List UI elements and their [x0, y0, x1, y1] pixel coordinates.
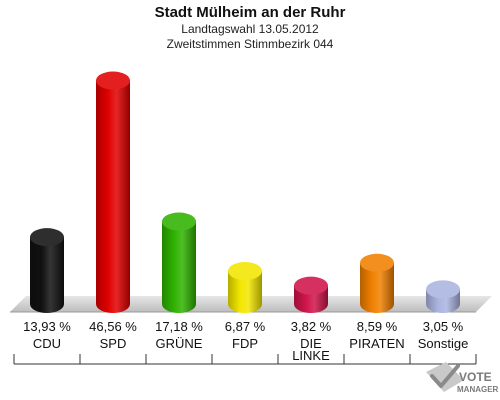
bar-top-die-linke	[294, 276, 328, 295]
value-labels-group: 13,93 % 46,56 % 17,18 % 6,87 % 3,82 % 8,59 % 3…	[23, 319, 464, 334]
chart-subtitle-2: Zweitstimmen Stimmbezirk 044	[167, 37, 334, 51]
bar-die-linke	[294, 276, 328, 313]
bar-top-sonstige	[426, 280, 460, 299]
bar-sonstige	[426, 280, 460, 313]
bar-body-cdu	[30, 237, 64, 313]
bars-group	[30, 71, 460, 314]
category-label-cdu: CDU	[33, 336, 61, 351]
bar-spd	[96, 71, 130, 314]
bar-body-fdp	[228, 271, 262, 313]
category-label-line: GRÜNE	[156, 336, 203, 351]
category-label-line: FDP	[232, 336, 258, 351]
category-label-sonstige: Sonstige	[418, 336, 469, 351]
bar-top-gr-ne	[162, 212, 196, 231]
value-label-fdp: 6,87 %	[225, 319, 266, 334]
value-label-cdu: 13,93 %	[23, 319, 71, 334]
bar-body-spd	[96, 80, 130, 314]
logo-line1: VOTE	[459, 370, 492, 384]
value-label-piraten: 8,59 %	[357, 319, 398, 334]
bar-gr-ne	[162, 212, 196, 313]
category-label-line: Sonstige	[418, 336, 469, 351]
category-label-die-linke: DIE LINKE	[292, 336, 330, 363]
bar-top-cdu	[30, 228, 64, 247]
logo-line2: MANAGER	[457, 385, 499, 394]
bar-top-fdp	[228, 262, 262, 281]
category-label-line: SPD	[100, 336, 127, 351]
category-label-line: PIRATEN	[349, 336, 404, 351]
category-label-line: DIE	[300, 336, 322, 351]
bar-body-gr-ne	[162, 221, 196, 313]
category-label-piraten: PIRATEN	[349, 336, 404, 351]
bar-top-spd	[96, 71, 130, 90]
category-labels-group: CDU SPD GRÜNE FDP DIE LINKE PIRATEN Sonstige	[13, 336, 477, 365]
category-label-fdp: FDP	[232, 336, 258, 351]
bar-fdp	[228, 262, 262, 313]
category-label-gr-ne: GRÜNE	[156, 336, 203, 351]
category-label-spd: SPD	[100, 336, 127, 351]
category-label-line: LINKE	[292, 348, 330, 363]
chart-title: Stadt Mülheim an der Ruhr	[155, 4, 346, 21]
chart-subtitle-1: Landtagswahl 13.05.2012	[181, 22, 319, 36]
bar-top-piraten	[360, 253, 394, 272]
value-label-sonstige: 3,05 %	[423, 319, 464, 334]
value-label-spd: 46,56 %	[89, 319, 137, 334]
value-label-die-linke: 3,82 %	[291, 319, 332, 334]
bar-piraten	[360, 253, 394, 313]
category-axis-brackets	[13, 354, 477, 365]
vote-manager-logo: VOTE MANAGER	[426, 362, 499, 394]
ballot-check-icon	[426, 362, 464, 392]
bar-cdu	[30, 228, 64, 313]
bar-body-piraten	[360, 262, 394, 313]
value-label-gr-ne: 17,18 %	[155, 319, 203, 334]
category-label-line: CDU	[33, 336, 61, 351]
